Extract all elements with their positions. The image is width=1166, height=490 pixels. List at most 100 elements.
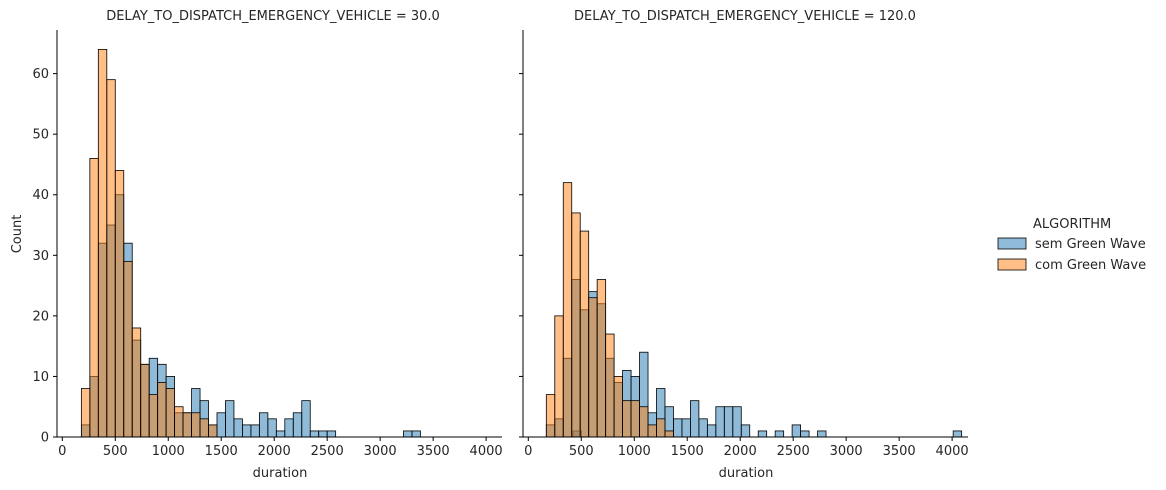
facet-title-right: DELAY_TO_DISPATCH_EMERGENCY_VEHICLE = 12…	[574, 9, 916, 24]
y-axis-label: Count	[10, 215, 25, 254]
bar-sem-f1-b15	[673, 418, 683, 438]
bar-com-f1-b7	[605, 333, 615, 438]
y-tick-label-0: 0	[41, 431, 49, 446]
bar-sem-f1-b22	[732, 406, 742, 438]
bar-sem-f1-b19	[706, 424, 717, 438]
x-tick-label-f1-1500: 1500	[671, 444, 704, 459]
bar-com-f0-b10	[165, 388, 176, 438]
bar-com-f1-b13	[656, 418, 666, 438]
bar-sem-f0-b25	[292, 412, 303, 438]
legend-label-com: com Green Wave	[1035, 258, 1146, 273]
bar-com-f0-b5	[123, 260, 133, 438]
legend-swatch-sem	[997, 237, 1027, 250]
bar-com-f1-b14	[664, 430, 674, 438]
bar-com-f1-b1	[554, 315, 564, 438]
y-tick-label-50: 50	[32, 128, 49, 143]
bar-sem-f1-b16	[681, 418, 691, 438]
bar-sem-f0-b27	[309, 430, 320, 438]
bar-com-f0-b11	[174, 406, 184, 438]
legend: ALGORITHM sem Green Wave com Green Wave	[997, 217, 1146, 273]
bar-com-f0-b7	[140, 363, 150, 438]
bar-com-f1-b5	[588, 297, 598, 438]
x-tick-label-f0-3000: 3000	[364, 444, 397, 459]
bar-sem-f0-b24	[284, 418, 294, 438]
y-tick-label-30: 30	[32, 249, 49, 264]
x-tick-label-f0-4000: 4000	[470, 444, 503, 459]
bar-sem-f1-b20	[715, 406, 725, 438]
bar-com-f0-b6	[131, 327, 142, 438]
bar-com-f1-b10	[630, 400, 640, 438]
x-tick-label-f1-3000: 3000	[830, 444, 863, 459]
bar-sem-f1-b27	[774, 430, 785, 438]
y-tick-label-60: 60	[32, 67, 49, 82]
bar-sem-f1-b21	[723, 406, 734, 438]
bar-sem-f0-b26	[301, 400, 311, 438]
bar-com-f0-b3	[106, 79, 116, 438]
x-tick-label-f0-1500: 1500	[205, 444, 238, 459]
bar-com-f0-b13	[191, 412, 201, 438]
bar-sem-f1-b32	[817, 430, 827, 438]
bar-com-f0-b4	[114, 170, 125, 438]
y-tick-label-40: 40	[32, 188, 49, 203]
bar-com-f0-b8	[148, 394, 159, 438]
x-tick-label-f1-500: 500	[569, 444, 594, 459]
bar-com-f0-b2	[97, 48, 108, 438]
legend-swatch-com	[997, 258, 1027, 271]
bar-sem-f0-b18	[233, 418, 243, 438]
bar-com-f1-b11	[639, 406, 649, 438]
bar-com-f1-b0	[545, 394, 556, 438]
bar-sem-f0-b21	[258, 412, 269, 438]
bar-sem-f1-b25	[757, 430, 768, 438]
x-tick-label-f0-2000: 2000	[258, 444, 291, 459]
bar-sem-f0-b29	[326, 430, 337, 438]
x-tick-label-f0-3500: 3500	[417, 444, 450, 459]
bar-com-f0-b15	[208, 424, 218, 438]
bar-com-f1-b9	[622, 400, 632, 438]
bar-com-f1-b3	[571, 212, 581, 438]
x-tick-label-f1-1000: 1000	[618, 444, 651, 459]
x-axis-label-left: duration	[253, 466, 308, 481]
facet-panel-right: DELAY_TO_DISPATCH_EMERGENCY_VEHICLE = 12…	[519, 9, 969, 481]
bar-com-f1-b4	[579, 230, 590, 438]
bar-sem-f1-b48	[952, 430, 963, 438]
bar-com-f0-b12	[182, 412, 192, 438]
bar-com-f1-b12	[647, 424, 657, 438]
bar-sem-f0-b20	[250, 424, 260, 438]
x-tick-label-f0-0: 0	[58, 444, 66, 459]
bar-sem-f1-b29	[791, 424, 801, 438]
x-tick-label-f1-0: 0	[524, 444, 532, 459]
facet-panel-left: DELAY_TO_DISPATCH_EMERGENCY_VEHICLE = 30…	[32, 9, 582, 481]
bar-com-f1-b8	[613, 376, 623, 438]
bar-sem-f0-b23	[275, 430, 286, 438]
bar-com-f0-b0	[80, 388, 91, 438]
bar-sem-f0-b17	[225, 400, 235, 438]
bar-sem-f0-b16	[216, 412, 226, 438]
y-tick-label-10: 10	[32, 370, 49, 385]
x-tick-label-f0-1000: 1000	[152, 444, 185, 459]
y-tick-label-20: 20	[32, 309, 49, 324]
facet-title-left: DELAY_TO_DISPATCH_EMERGENCY_VEHICLE = 30…	[106, 9, 440, 24]
bar-sem-f1-b30	[800, 430, 810, 438]
bar-sem-f0-b38	[403, 430, 413, 438]
bar-sem-f0-b28	[318, 430, 328, 438]
x-tick-label-f0-500: 500	[103, 444, 128, 459]
x-axis-label-right: duration	[719, 466, 774, 481]
legend-label-sem: sem Green Wave	[1035, 237, 1146, 252]
bar-com-f0-b9	[157, 382, 167, 438]
bar-com-f0-b1	[89, 157, 99, 438]
bar-sem-f1-b18	[698, 418, 708, 438]
x-tick-label-f0-2500: 2500	[311, 444, 344, 459]
bar-com-f1-b2	[562, 182, 573, 438]
bar-sem-f1-b17	[690, 400, 700, 438]
bar-com-f1-b6	[596, 279, 607, 438]
bar-sem-f0-b39	[411, 430, 421, 438]
x-tick-label-f1-3500: 3500	[883, 444, 916, 459]
bar-sem-f0-b19	[242, 424, 252, 438]
bar-com-f0-b14	[199, 418, 209, 438]
x-tick-label-f1-2500: 2500	[777, 444, 810, 459]
x-tick-label-f1-4000: 4000	[936, 444, 969, 459]
legend-title: ALGORITHM	[1033, 217, 1111, 232]
x-tick-label-f1-2000: 2000	[724, 444, 757, 459]
bar-sem-f1-b23	[740, 424, 751, 438]
